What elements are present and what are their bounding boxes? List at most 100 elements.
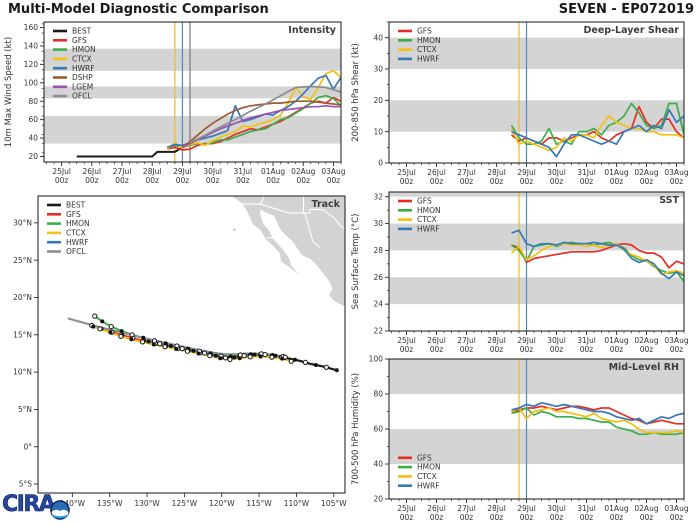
track-fix-dot [146,339,151,344]
svg-text:29Jul: 29Jul [517,168,536,177]
shaded-band [389,429,684,464]
svg-text:26Jul: 26Jul [427,504,446,513]
svg-text:135°W: 135°W [97,499,123,508]
legend-label-HWRF: HWRF [417,225,440,234]
svg-text:00z: 00z [327,176,341,185]
svg-text:5°N: 5°N [18,405,32,414]
track-00z-dot [97,326,103,332]
svg-text:02Aug: 02Aug [634,168,658,177]
sst-panel-title: SST [659,195,679,206]
series-HWRF [511,108,684,158]
series-CTCX [166,69,341,150]
track-00z-dot [108,323,114,330]
track-fix-dot [151,342,156,347]
legend-label-DSHP: DSHP [72,73,93,82]
svg-text:29Jul: 29Jul [173,167,192,176]
track-fix-dot [191,348,196,353]
storm-id-title: SEVEN - EP072019 [558,2,694,17]
svg-text:200-850 hPa Shear (kt): 200-850 hPa Shear (kt) [351,43,361,142]
svg-text:00z: 00z [400,513,414,522]
svg-text:00z: 00z [580,513,594,522]
svg-text:28Jul: 28Jul [487,504,506,513]
svg-text:00z: 00z [670,345,684,354]
svg-text:105°W: 105°W [321,499,347,508]
svg-text:26: 26 [373,273,383,282]
panel-intensity: 25Jul00z26Jul00z27Jul00z28Jul00z29Jul00z… [4,21,346,185]
svg-text:125°W: 125°W [172,499,198,508]
svg-text:00z: 00z [266,176,280,185]
svg-text:00z: 00z [610,177,624,186]
legend-label-OFCL: OFCL [72,92,92,101]
track-frame [37,195,346,494]
svg-text:0: 0 [378,159,383,168]
svg-text:01Aug: 01Aug [604,504,628,513]
svg-text:110°W: 110°W [284,499,310,508]
track-fix-dot [129,337,134,342]
svg-text:40: 40 [28,134,38,143]
shear-panel-title: Deep-Layer Shear [584,25,680,36]
track-00z-dot [269,354,275,360]
svg-text:00z: 00z [520,177,534,186]
legend-label-HMON: HMON [66,219,90,228]
svg-text:00z: 00z [236,176,250,185]
track-fix-dot [237,356,242,361]
svg-text:28: 28 [373,246,383,255]
shaded-band [44,86,341,99]
svg-text:00z: 00z [640,513,654,522]
svg-text:10°N: 10°N [13,368,32,377]
svg-text:31Jul: 31Jul [577,336,596,345]
legend-label-GFS: GFS [417,27,432,36]
svg-text:5°S: 5°S [19,480,33,489]
svg-text:30Jul: 30Jul [547,504,566,513]
panel-sst: 25Jul00z26Jul00z27Jul00z28Jul00z29Jul00z… [351,191,689,354]
shaded-band [44,48,341,71]
svg-text:02Aug: 02Aug [634,504,658,513]
track-fix-dot [213,353,218,358]
svg-text:28Jul: 28Jul [487,168,506,177]
svg-text:32: 32 [373,192,383,201]
svg-text:03Aug: 03Aug [664,168,688,177]
legend-label-GFS: GFS [72,36,87,45]
shaded-band [389,277,684,305]
svg-text:100: 100 [369,355,384,364]
svg-text:30: 30 [373,219,383,228]
track-00z-dot [118,333,124,339]
track-fix-dot [91,324,96,329]
legend-label-GFS: GFS [417,453,432,462]
legend-label-HWRF: HWRF [417,481,440,490]
svg-text:20: 20 [373,96,383,105]
svg-text:00z: 00z [176,176,190,185]
svg-text:120°W: 120°W [209,499,235,508]
track-fix-dot [168,343,173,348]
track-fix-dot [313,363,318,368]
svg-text:00z: 00z [580,345,594,354]
track-00z-dot [201,350,208,356]
track-fix-dot [273,353,278,358]
svg-text:26Jul: 26Jul [427,168,446,177]
svg-text:24: 24 [373,300,383,309]
svg-text:00z: 00z [430,345,444,354]
shear-plot-area [389,22,684,163]
svg-text:25Jul: 25Jul [397,168,416,177]
legend-label-CTCX: CTCX [417,45,437,54]
track-00z-dot [157,341,163,347]
map-island [232,227,237,232]
track-00z-dot [222,355,229,361]
track-00z-dot [262,351,268,358]
legend-label-HMON: HMON [72,45,96,54]
svg-text:25Jul: 25Jul [397,336,416,345]
intensity-plot-area [44,22,341,162]
svg-text:00z: 00z [640,177,654,186]
svg-text:120: 120 [24,60,39,69]
svg-text:00z: 00z [670,177,684,186]
svg-text:30: 30 [373,65,383,74]
svg-text:00z: 00z [550,345,564,354]
svg-text:115°W: 115°W [246,499,272,508]
track-fix-dot [196,351,201,356]
map-landmass [232,196,345,307]
svg-text:28Jul: 28Jul [487,336,506,345]
svg-text:00z: 00z [400,345,414,354]
